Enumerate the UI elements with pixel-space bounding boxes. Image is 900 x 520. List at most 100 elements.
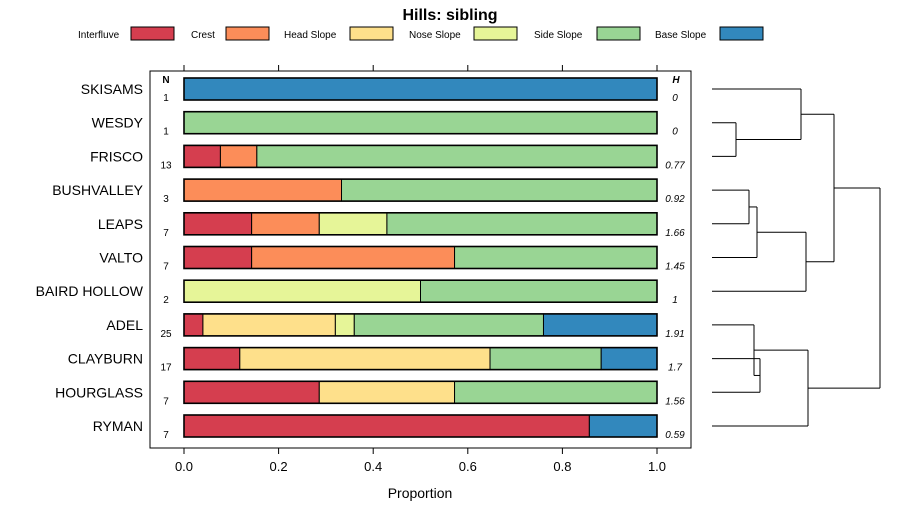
bar-outline — [183, 77, 658, 101]
x-tick-label: 0.8 — [553, 459, 571, 474]
legend: Interfluve Crest Head Slope Nose Slope Side … — [78, 26, 764, 41]
bar-segment-nose-slope — [183, 279, 421, 303]
x-tick-label: 0.6 — [459, 459, 477, 474]
category-label: SKISAMS — [81, 81, 143, 97]
category-label: FRISCO — [90, 148, 143, 164]
bar-segment-nose-slope — [318, 212, 388, 236]
h-value: 0.92 — [665, 194, 685, 205]
bar-segment-base-slope — [183, 77, 658, 101]
bar-row-baird-hollow: BAIRD HOLLOW 2 1 — [36, 279, 678, 306]
bar-segment-side-slope — [183, 111, 658, 135]
n-value: 7 — [163, 430, 169, 441]
bar-outline — [183, 178, 658, 202]
legend-label-crest: Crest — [191, 30, 215, 41]
legend-swatch-base-slope — [719, 26, 764, 41]
legend-label-base-slope: Base Slope — [655, 30, 707, 41]
bar-segment-interfluve — [183, 144, 221, 168]
legend-swatch-side-slope — [596, 26, 641, 41]
bar-segment-crest — [219, 144, 258, 168]
category-label: BAIRD HOLLOW — [36, 283, 144, 299]
bar-segment-side-slope — [341, 178, 658, 202]
bar-segment-side-slope — [454, 380, 658, 404]
bar-segment-interfluve — [183, 347, 241, 371]
category-label: LEAPS — [98, 216, 143, 232]
bar-segment-side-slope — [454, 246, 658, 269]
bar-outline — [183, 313, 658, 337]
bar-row-ryman: RYMAN 7 0.59 — [93, 414, 685, 441]
category-label: ADEL — [106, 317, 143, 333]
bar-segment-side-slope — [256, 144, 658, 168]
category-label: VALTO — [99, 250, 143, 266]
x-axis-title: Proportion — [388, 485, 453, 501]
bar-segment-interfluve — [183, 246, 253, 269]
legend-label-head-slope: Head Slope — [284, 30, 337, 41]
n-value: 7 — [163, 262, 169, 273]
category-label: RYMAN — [93, 418, 143, 434]
bar-outline — [183, 414, 658, 438]
h-value: 1.66 — [665, 228, 685, 239]
h-column-header: H — [672, 75, 680, 86]
n-value: 7 — [163, 228, 169, 239]
bar-segment-head-slope — [202, 313, 336, 337]
bar-outline — [183, 346, 658, 371]
h-value: 1 — [672, 295, 678, 306]
bar-segment-nose-slope — [334, 313, 355, 337]
category-label: CLAYBURN — [68, 351, 143, 367]
bar-segment-side-slope — [489, 347, 602, 371]
bar-row-hourglass: HOURGLASS 7 1.56 — [55, 380, 685, 407]
n-value: 25 — [160, 329, 172, 340]
n-value: 17 — [160, 363, 172, 374]
bar-outline — [183, 380, 658, 405]
bar-segment-interfluve — [183, 313, 204, 337]
h-value: 0.77 — [665, 160, 685, 171]
bar-segment-base-slope — [542, 313, 658, 337]
n-column-header: N — [162, 75, 169, 86]
n-value: 1 — [163, 93, 169, 104]
plot-panel — [149, 70, 692, 449]
bar-segment-side-slope — [420, 279, 658, 303]
legend-label-nose-slope: Nose Slope — [409, 30, 461, 41]
chart-title: Hills: sibling — [402, 7, 497, 24]
legend-swatch-head-slope — [349, 26, 394, 41]
bar-segment-base-slope — [588, 414, 658, 438]
axis-ticks: 0.0 0.2 0.4 0.6 0.8 1.0 — [175, 65, 666, 474]
category-label: HOURGLASS — [55, 384, 143, 400]
bar-row-adel: ADEL 25 1.91 — [106, 313, 685, 340]
bar-segment-side-slope — [353, 313, 544, 337]
n-value: 3 — [163, 194, 169, 205]
bar-row-skisams: SKISAMS 1 0 — [81, 77, 678, 104]
legend-label-side-slope: Side Slope — [534, 30, 583, 41]
bar-segment-interfluve — [183, 380, 320, 404]
bar-outline — [183, 279, 658, 304]
bar-row-bushvalley: BUSHVALLEY 3 0.92 — [52, 178, 685, 205]
h-value: 0 — [672, 127, 678, 138]
bar-row-frisco: FRISCO 13 0.77 — [90, 144, 685, 171]
h-value: 1.7 — [668, 363, 682, 374]
legend-swatch-crest — [225, 26, 270, 41]
x-tick-label: 0.0 — [175, 459, 193, 474]
bar-row-leaps: LEAPS 7 1.66 — [98, 212, 685, 239]
bar-row-valto: VALTO 7 1.45 — [99, 245, 685, 273]
bar-segment-interfluve — [183, 414, 590, 438]
legend-label-interfluve: Interfluve — [78, 30, 120, 41]
n-value: 2 — [163, 295, 169, 306]
bar-row-wesdy: WESDY 1 0 — [92, 110, 678, 138]
legend-swatch-interfluve — [130, 26, 175, 41]
bar-segment-base-slope — [600, 347, 658, 371]
bar-row-clayburn: CLAYBURN 17 1.7 — [68, 346, 682, 374]
n-value: 7 — [163, 396, 169, 407]
bar-outline — [183, 144, 658, 169]
bar-rows: SKISAMS 1 0 WESDY 1 0 FRISCO 13 0.77 BUSHVALLEY 3 0… — [36, 77, 685, 441]
bar-outline — [183, 110, 658, 135]
h-value: 1.56 — [665, 396, 685, 407]
bar-outline — [183, 245, 658, 270]
category-label: WESDY — [92, 115, 144, 131]
bar-segment-side-slope — [386, 212, 658, 236]
bar-segment-head-slope — [239, 347, 491, 371]
n-value: 1 — [163, 127, 169, 138]
x-tick-label: 0.2 — [270, 459, 288, 474]
h-value: 0 — [672, 93, 678, 104]
dendrogram — [712, 88, 881, 427]
n-value: 13 — [160, 160, 172, 171]
